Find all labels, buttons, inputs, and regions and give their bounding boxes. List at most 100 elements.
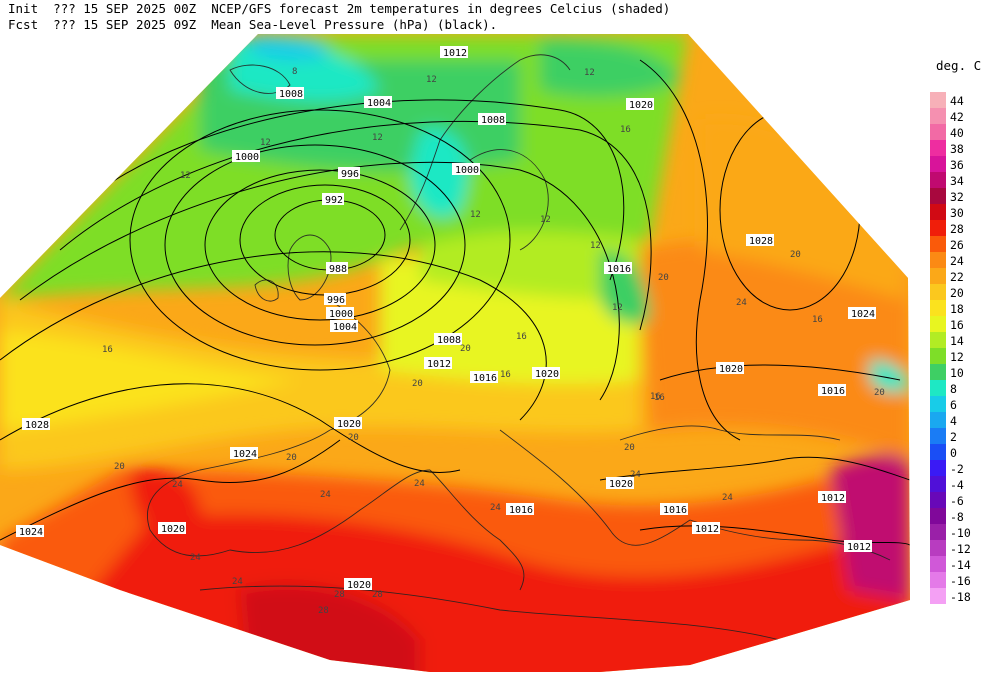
title-line2: Mean Sea-Level Pressure (hPa) (black). [211,17,498,32]
colorbar-label: 24 [950,254,964,268]
svg-text:20: 20 [624,443,635,453]
svg-text:1012: 1012 [821,493,845,504]
isobar-label: 1008 [276,87,304,100]
colorbar-level: 22 [930,268,990,284]
colorbar-swatch [930,460,946,476]
isobar-label: 1020 [344,578,372,591]
colorbar-label: -2 [950,462,964,476]
svg-text:24: 24 [722,493,733,503]
isobar-label: 988 [326,262,348,275]
svg-text:12: 12 [180,171,191,181]
colorbar-swatch [930,124,946,140]
svg-text:1012: 1012 [695,524,719,535]
colorbar-level: 44 [930,92,990,108]
svg-text:1024: 1024 [233,449,257,460]
temperature-labels: 8 12 12 12 12 12 12 16 12 12 16 12 20 24… [102,67,885,616]
svg-text:1028: 1028 [749,236,773,247]
svg-text:992: 992 [325,195,343,206]
svg-text:1008: 1008 [437,335,461,346]
svg-text:1008: 1008 [279,89,303,100]
colorbar-swatch [930,300,946,316]
isobar-label: 1004 [330,320,358,333]
colorbar-swatch [930,268,946,284]
isobar-label: 1020 [716,362,744,375]
colorbar-label: -8 [950,510,964,524]
colorbar-swatch [930,316,946,332]
svg-text:1020: 1020 [719,364,743,375]
colorbar-level: -18 [930,588,990,604]
colorbar-label: 32 [950,190,964,204]
colorbar-swatch [930,284,946,300]
isobar-label: 1020 [158,522,186,535]
svg-text:1024: 1024 [851,309,875,320]
colorbar-level: -14 [930,556,990,572]
colorbar-swatch [930,332,946,348]
isobar-label: 1016 [470,371,498,384]
isobar-label: 1020 [606,477,634,490]
colorbar-swatch [930,508,946,524]
colorbar-swatch [930,572,946,588]
isobar-label: 1004 [364,96,392,109]
colorbar-label: 22 [950,270,964,284]
svg-text:12: 12 [372,133,383,143]
svg-text:1016: 1016 [509,505,533,516]
colorbar-swatch [930,188,946,204]
colorbar-label: 18 [950,302,964,316]
svg-text:8: 8 [292,67,297,77]
colorbar-swatch [930,140,946,156]
colorbar-level: -2 [930,460,990,476]
colorbar-swatch [930,588,946,604]
colorbar-level: 32 [930,188,990,204]
colorbar-swatch [930,412,946,428]
svg-text:24: 24 [490,503,501,513]
svg-text:1004: 1004 [367,98,391,109]
isobar-label: 1028 [22,418,50,431]
colorbar-level: -6 [930,492,990,508]
isobar-label: 1000 [232,150,260,163]
colorbar-level: 26 [930,236,990,252]
colorbar-swatch [930,108,946,124]
colorbar-label: -14 [950,558,971,572]
svg-text:1000: 1000 [235,152,259,163]
svg-text:24: 24 [736,298,747,308]
colorbar-level: 30 [930,204,990,220]
colorbar: 44 42 40 38 36 34 32 30 28 26 24 22 20 18 16 14 12 10 8 6 4 2… [930,92,990,604]
colorbar-label: 34 [950,174,964,188]
svg-text:24: 24 [190,553,201,563]
colorbar-level: -4 [930,476,990,492]
colorbar-label: 44 [950,94,964,108]
svg-text:1016: 1016 [473,373,497,384]
isobar-label: 1016 [506,503,534,516]
colorbar-label: 28 [950,222,964,236]
colorbar-label: 4 [950,414,957,428]
colorbar-label: 38 [950,142,964,156]
colorbar-level: 12 [930,348,990,364]
svg-text:1012: 1012 [443,48,467,59]
svg-text:988: 988 [329,264,347,275]
isobar-label: 992 [322,193,344,206]
colorbar-label: -6 [950,494,964,508]
colorbar-swatch [930,556,946,572]
colorbar-label: -18 [950,590,971,604]
colorbar-level: 24 [930,252,990,268]
colorbar-level: 14 [930,332,990,348]
isobar-label: 1024 [16,525,44,538]
svg-text:24: 24 [172,480,183,490]
svg-text:1020: 1020 [337,419,361,430]
colorbar-label: 26 [950,238,964,252]
isobar-label: 1000 [326,307,354,320]
colorbar-swatch [930,92,946,108]
isobar-label: 1024 [230,447,258,460]
isobar-label: 1000 [452,163,480,176]
svg-text:16: 16 [102,345,113,355]
svg-text:996: 996 [341,169,359,180]
isobar-label: 1008 [478,113,506,126]
colorbar-label: 0 [950,446,957,460]
colorbar-level: 40 [930,124,990,140]
svg-text:16: 16 [500,370,511,380]
colorbar-label: 36 [950,158,964,172]
colorbar-label: 16 [950,318,964,332]
svg-text:20: 20 [874,388,885,398]
svg-text:1020: 1020 [347,580,371,591]
svg-text:24: 24 [414,479,425,489]
